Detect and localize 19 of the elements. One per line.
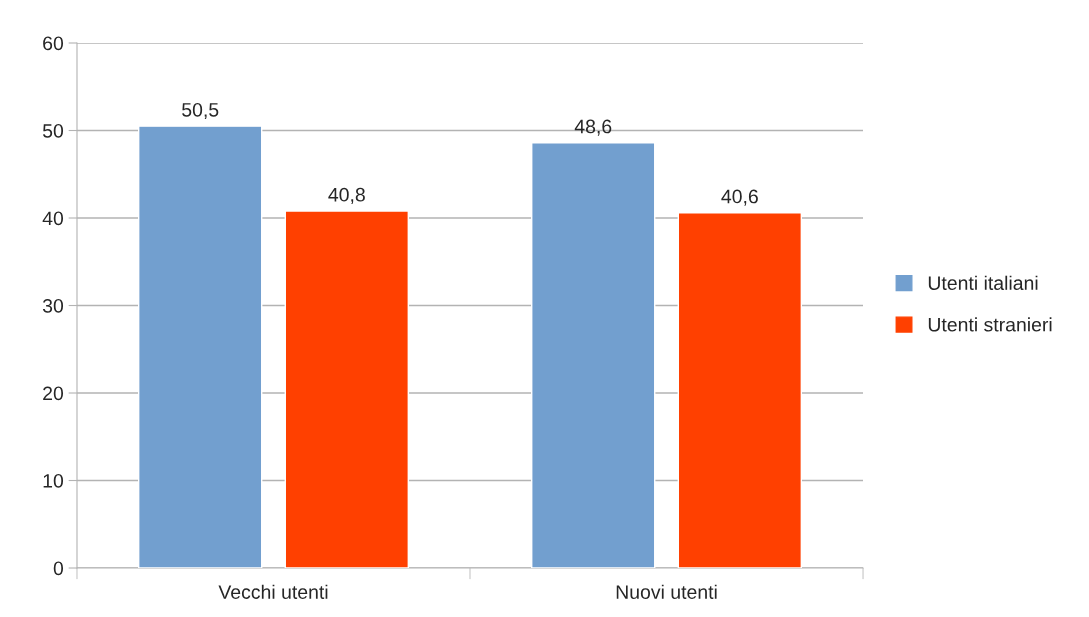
x-tick-label: Nuovi utenti <box>616 584 717 599</box>
y-tick-label: 40 <box>42 211 64 226</box>
bar <box>531 142 656 569</box>
y-tick-label: 0 <box>53 561 64 576</box>
bar <box>677 212 803 569</box>
data-label: 50,5 <box>182 102 219 120</box>
y-tick-label: 60 <box>43 36 64 51</box>
x-tick-label: Vecchi utenti <box>218 584 328 599</box>
data-label: 48,6 <box>574 119 612 136</box>
y-tick-label: 50 <box>42 123 64 138</box>
bar <box>138 125 263 569</box>
y-tick-label: 20 <box>43 386 64 401</box>
legend-label: Utenti stranieri <box>928 317 1052 332</box>
data-label: 40,6 <box>721 189 758 206</box>
legend-label: Utenti italiani <box>928 275 1038 290</box>
data-label: 40,8 <box>328 187 365 204</box>
bar <box>284 210 410 569</box>
y-tick-label: 10 <box>43 473 64 488</box>
y-tick-label: 30 <box>42 298 64 313</box>
